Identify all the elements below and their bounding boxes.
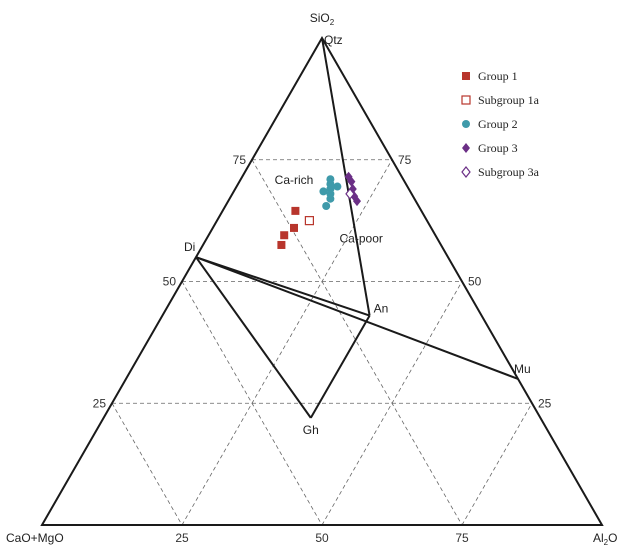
grid-line-al2o3-50 bbox=[321, 281, 463, 526]
point-subgroup-1a-0 bbox=[304, 216, 314, 226]
phase-label-gh: Gh bbox=[303, 423, 319, 437]
tick-right-50: 50 bbox=[468, 275, 482, 289]
legend-marker-subgroup-3a bbox=[461, 166, 471, 178]
grid-line-caomgo-25 bbox=[251, 159, 463, 526]
tick-left-25: 25 bbox=[93, 396, 107, 410]
legend-marker-group-2 bbox=[462, 120, 470, 128]
grid-line-caomgo-75 bbox=[111, 403, 183, 526]
phase-label-qtz: Qtz bbox=[324, 33, 343, 47]
field-label-ca-rich: Ca-rich bbox=[275, 173, 314, 187]
point-group-1-3 bbox=[277, 240, 286, 249]
grid-line-al2o3-25 bbox=[181, 159, 393, 526]
phase-label-mu: Mu bbox=[514, 362, 531, 376]
axis-label-right: Al2O bbox=[593, 531, 617, 547]
axis-label-right-part-0: Al bbox=[593, 531, 604, 545]
grid-lines bbox=[111, 159, 533, 526]
tick-right-25: 25 bbox=[538, 396, 552, 410]
axis-label-right-part-1: 2 bbox=[604, 538, 609, 547]
axis-label-left-part-0: CaO+MgO bbox=[6, 531, 64, 545]
axis-label-top-part-0: SiO bbox=[310, 11, 330, 25]
tie-line-di-mu bbox=[195, 256, 519, 380]
point-subgroup-3a-0 bbox=[345, 187, 355, 200]
tick-left-75: 75 bbox=[233, 153, 247, 167]
tick-right-75: 75 bbox=[398, 153, 412, 167]
point-group-2-4 bbox=[333, 182, 342, 191]
axis-label-left: CaO+MgO bbox=[6, 531, 64, 545]
point-group-1-2 bbox=[280, 231, 289, 240]
point-group-2-5 bbox=[326, 194, 335, 203]
axis-label-right-part-2: O bbox=[608, 531, 617, 545]
point-group-3-4 bbox=[353, 196, 361, 207]
point-group-1-1 bbox=[290, 223, 298, 232]
axis-label-top-part-1: 2 bbox=[330, 18, 335, 27]
tick-bottom-75: 75 bbox=[455, 531, 469, 545]
legend-label-group-3: Group 3 bbox=[478, 141, 518, 155]
tick-bottom-25: 25 bbox=[175, 531, 189, 545]
legend-marker-group-3 bbox=[462, 143, 470, 153]
point-group-3-1 bbox=[347, 176, 356, 187]
tick-bottom-50: 50 bbox=[315, 531, 329, 545]
legend-label-subgroup-1a: Subgroup 1a bbox=[478, 93, 540, 107]
tie-line-gh-an bbox=[309, 315, 371, 419]
legend-marker-group-1 bbox=[462, 72, 470, 80]
phase-label-di: Di bbox=[184, 240, 195, 254]
point-group-2-7 bbox=[319, 187, 328, 196]
phase-label-an: An bbox=[374, 302, 389, 316]
legend-label-group-2: Group 2 bbox=[478, 117, 518, 131]
triangle-frame bbox=[40, 35, 604, 526]
legend-label-subgroup-3a: Subgroup 3a bbox=[478, 165, 540, 179]
tie-lines bbox=[195, 37, 519, 419]
legend-label-group-1: Group 1 bbox=[478, 69, 518, 83]
legend: Group 1 Subgroup 1a Group 2 Group 3 Subgroup… bbox=[461, 69, 540, 179]
tick-left-50: 50 bbox=[163, 275, 177, 289]
field-label-ca-poor: Ca-poor bbox=[340, 232, 383, 246]
point-group-1-0 bbox=[291, 206, 300, 215]
tie-line-di-an bbox=[195, 256, 370, 317]
grid-line-al2o3-75 bbox=[461, 403, 533, 526]
grid-line-caomgo-50 bbox=[181, 281, 323, 526]
triangle-outline bbox=[40, 35, 604, 526]
legend-marker-subgroup-1a bbox=[461, 95, 471, 105]
axis-label-top: SiO2 bbox=[310, 11, 335, 27]
point-group-2-6 bbox=[322, 202, 331, 211]
data-points bbox=[277, 171, 361, 249]
tie-line-di-gh bbox=[195, 256, 312, 419]
